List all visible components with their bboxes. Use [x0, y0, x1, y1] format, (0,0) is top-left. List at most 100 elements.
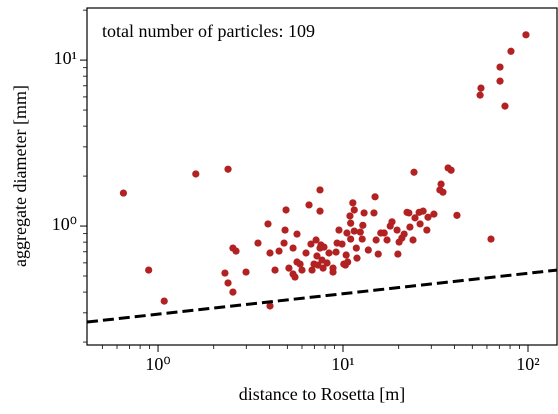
- particle-point: [224, 165, 232, 173]
- particle-point: [347, 219, 355, 227]
- particle-point: [349, 199, 357, 207]
- particle-point: [364, 246, 372, 254]
- particle-point: [282, 206, 290, 214]
- particle-point: [254, 239, 262, 247]
- particle-point: [316, 186, 324, 194]
- particle-point: [291, 273, 299, 281]
- particle-point: [229, 288, 237, 296]
- particle-point: [400, 230, 408, 238]
- particle-point: [430, 210, 438, 218]
- particle-point: [119, 189, 128, 197]
- particle-point: [419, 207, 427, 215]
- particle-point: [393, 226, 401, 234]
- particle-point: [388, 218, 396, 226]
- particle-point: [360, 209, 368, 217]
- particle-point: [487, 235, 495, 243]
- particle-point: [298, 266, 306, 274]
- particle-point: [383, 236, 391, 244]
- particle-point: [308, 266, 316, 274]
- y-tick-label: 10⁰: [52, 214, 77, 234]
- particle-point: [477, 84, 485, 92]
- particle-point: [353, 254, 361, 262]
- particle-point: [522, 31, 530, 39]
- particle-point: [335, 226, 343, 234]
- particle-point: [296, 260, 304, 268]
- x-tick-label: 10⁰: [145, 354, 170, 374]
- particle-point: [496, 77, 504, 85]
- particle-point: [280, 239, 288, 247]
- particle-point: [394, 250, 402, 258]
- particle-point: [325, 249, 333, 257]
- particle-point: [370, 209, 378, 217]
- particle-point: [343, 229, 351, 237]
- particle-point: [372, 236, 380, 244]
- x-tick-label: 10¹: [331, 354, 354, 374]
- particle-point: [501, 102, 509, 110]
- x-axis-label: distance to Rosetta [m]: [239, 384, 405, 404]
- particle-point: [416, 220, 424, 228]
- particle-point: [406, 223, 414, 231]
- particle-point: [352, 244, 360, 252]
- particle-point: [409, 236, 417, 244]
- particle-point: [453, 211, 461, 219]
- particle-point: [350, 206, 358, 214]
- particle-point: [275, 247, 283, 255]
- particle-point: [266, 302, 274, 310]
- particle-point: [307, 240, 315, 248]
- particle-point: [285, 264, 293, 272]
- particle-point: [332, 248, 340, 256]
- particle-point: [374, 250, 382, 258]
- particle-point: [316, 207, 324, 215]
- particle-point: [437, 180, 445, 188]
- particle-point: [439, 188, 447, 196]
- particle-point: [264, 220, 272, 228]
- particle-point: [411, 214, 419, 222]
- particle-point: [319, 264, 327, 272]
- particle-point: [281, 226, 289, 234]
- particle-point: [160, 297, 168, 305]
- particle-point: [271, 266, 279, 274]
- plot-frame: [86, 7, 558, 346]
- particle-point: [371, 193, 379, 201]
- trend-line: [87, 268, 557, 324]
- particle-point: [405, 209, 413, 217]
- particle-point: [424, 213, 432, 221]
- particle-point: [359, 221, 367, 229]
- particle-point: [476, 91, 484, 99]
- y-axis-label: aggregate diameter [mm]: [10, 85, 30, 267]
- particle-point: [192, 170, 200, 178]
- particle-point: [423, 226, 431, 234]
- particle-point: [145, 266, 153, 274]
- particle-point: [358, 235, 366, 243]
- particle-point: [342, 251, 350, 259]
- particle-point: [410, 168, 418, 176]
- annotation: total number of particles: 109: [102, 21, 315, 41]
- particle-point: [232, 247, 240, 255]
- particle-point: [338, 240, 346, 248]
- particle-point: [344, 258, 352, 266]
- particle-point: [356, 228, 364, 236]
- particle-point: [224, 279, 232, 287]
- particle-point: [507, 47, 515, 55]
- particle-point: [266, 249, 274, 257]
- particle-point: [447, 166, 455, 174]
- particle-point: [346, 212, 354, 220]
- particle-point: [329, 268, 337, 276]
- y-tick-label: 10¹: [54, 48, 77, 68]
- particle-point: [347, 235, 355, 243]
- particle-point: [242, 268, 250, 276]
- particle-point: [289, 244, 297, 252]
- x-tick-label: 10²: [516, 354, 539, 374]
- particle-point: [323, 259, 331, 267]
- particle-point: [302, 249, 310, 257]
- particle-point: [293, 230, 301, 238]
- particle-point: [312, 236, 320, 244]
- particle-point: [313, 252, 321, 260]
- particle-point: [380, 229, 388, 237]
- particle-point: [496, 63, 504, 71]
- particle-point: [320, 243, 328, 251]
- particle-point: [305, 201, 313, 209]
- particle-point: [350, 227, 358, 235]
- particle-point: [221, 269, 229, 277]
